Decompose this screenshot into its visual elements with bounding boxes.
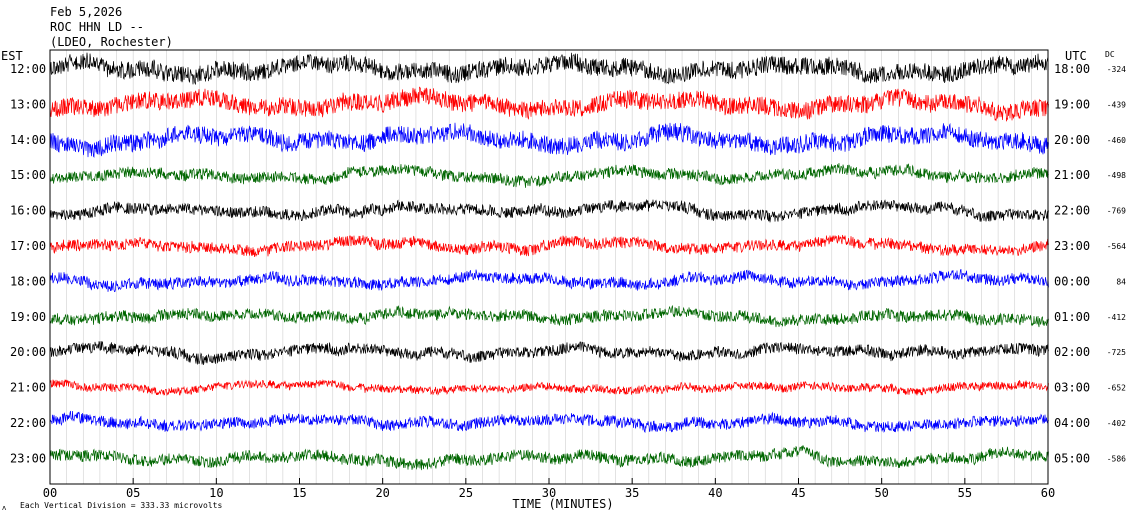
row-label-utc: 19:00	[1054, 97, 1090, 111]
seismic-trace-1800	[49, 268, 1049, 293]
row-label-utc: 20:00	[1054, 133, 1090, 147]
seismic-trace-1400	[49, 122, 1049, 158]
x-tick-label: 00	[43, 486, 57, 500]
seismic-trace-1900	[49, 304, 1049, 328]
seismic-trace-1600	[49, 198, 1049, 223]
row-label-utc: 05:00	[1054, 451, 1090, 465]
x-axis-label: TIME (MINUTES)	[512, 497, 613, 511]
x-tick-label: 35	[625, 486, 639, 500]
right-timezone-label: UTC	[1065, 49, 1087, 63]
row-label-est: 23:00	[10, 451, 46, 465]
seismic-trace-2200	[49, 410, 1049, 433]
seismic-trace-2100	[49, 379, 1049, 397]
seismic-trace-2000	[49, 341, 1049, 365]
row-dc-offset: -769	[1107, 207, 1126, 216]
row-dc-offset: 84	[1116, 277, 1126, 286]
row-dc-offset: -725	[1107, 348, 1126, 357]
row-dc-offset: -412	[1107, 313, 1126, 322]
left-timezone-label: EST	[1, 49, 23, 63]
row-label-est: 12:00	[10, 62, 46, 76]
scale-note: Each Vertical Division = 333.33 microvol…	[20, 501, 222, 510]
row-label-est: 16:00	[10, 204, 46, 218]
row-dc-offset: -402	[1107, 419, 1126, 428]
x-tick-label: 10	[209, 486, 223, 500]
seismic-trace-1700	[49, 234, 1049, 258]
x-tick-label: 15	[292, 486, 306, 500]
row-label-utc: 21:00	[1054, 168, 1090, 182]
footer-symbol: ʌ	[2, 504, 6, 512]
row-label-utc: 03:00	[1054, 381, 1090, 395]
x-tick-label: 45	[791, 486, 805, 500]
x-tick-label: 55	[958, 486, 972, 500]
row-label-utc: 01:00	[1054, 310, 1090, 324]
row-label-utc: 04:00	[1054, 416, 1090, 430]
row-label-utc: 23:00	[1054, 239, 1090, 253]
dc-header-label: DC	[1105, 50, 1115, 59]
x-tick-label: 60	[1041, 486, 1055, 500]
row-label-est: 14:00	[10, 133, 46, 147]
x-tick-label: 30	[542, 486, 556, 500]
date-label: Feb 5,2026	[50, 5, 122, 19]
x-tick-label: 40	[708, 486, 722, 500]
row-dc-offset: -586	[1107, 454, 1126, 463]
row-dc-offset: -324	[1107, 65, 1126, 74]
row-label-utc: 02:00	[1054, 345, 1090, 359]
seismic-trace-2300	[49, 445, 1049, 471]
row-label-utc: 00:00	[1054, 274, 1090, 288]
row-dc-offset: -439	[1107, 100, 1126, 109]
row-label-utc: 22:00	[1054, 204, 1090, 218]
row-label-est: 13:00	[10, 97, 46, 111]
station-label: ROC HHN LD --	[50, 20, 144, 34]
x-tick-label: 20	[375, 486, 389, 500]
row-label-est: 19:00	[10, 310, 46, 324]
row-label-est: 17:00	[10, 239, 46, 253]
x-tick-label: 25	[459, 486, 473, 500]
network-label: (LDEO, Rochester)	[50, 35, 173, 49]
row-label-utc: 18:00	[1054, 62, 1090, 76]
seismic-trace-1500	[49, 163, 1049, 188]
seismic-traces	[49, 52, 1049, 471]
row-label-est: 15:00	[10, 168, 46, 182]
row-dc-offset: -460	[1107, 136, 1126, 145]
row-labels: 12:00 18:00 -324 13:00 19:00 -439 14:00 20:00 -4…	[10, 62, 1126, 465]
row-label-est: 18:00	[10, 274, 46, 288]
seismic-trace-1200	[49, 52, 1049, 86]
x-tick-label: 50	[874, 486, 888, 500]
row-dc-offset: -564	[1107, 242, 1126, 251]
x-axis-ticks: 00 05 10 15 20 25 30 35 40 45 50 55 60	[43, 478, 1055, 500]
seismic-trace-1300	[49, 86, 1049, 122]
row-dc-offset: -498	[1107, 171, 1126, 180]
row-dc-offset: -652	[1107, 384, 1126, 393]
x-tick-label: 05	[126, 486, 140, 500]
row-label-est: 21:00	[10, 381, 46, 395]
minute-gridlines	[66, 50, 1032, 484]
header: Feb 5,2026 ROC HHN LD -- (LDEO, Rocheste…	[50, 5, 173, 49]
row-label-est: 22:00	[10, 416, 46, 430]
row-label-est: 20:00	[10, 345, 46, 359]
